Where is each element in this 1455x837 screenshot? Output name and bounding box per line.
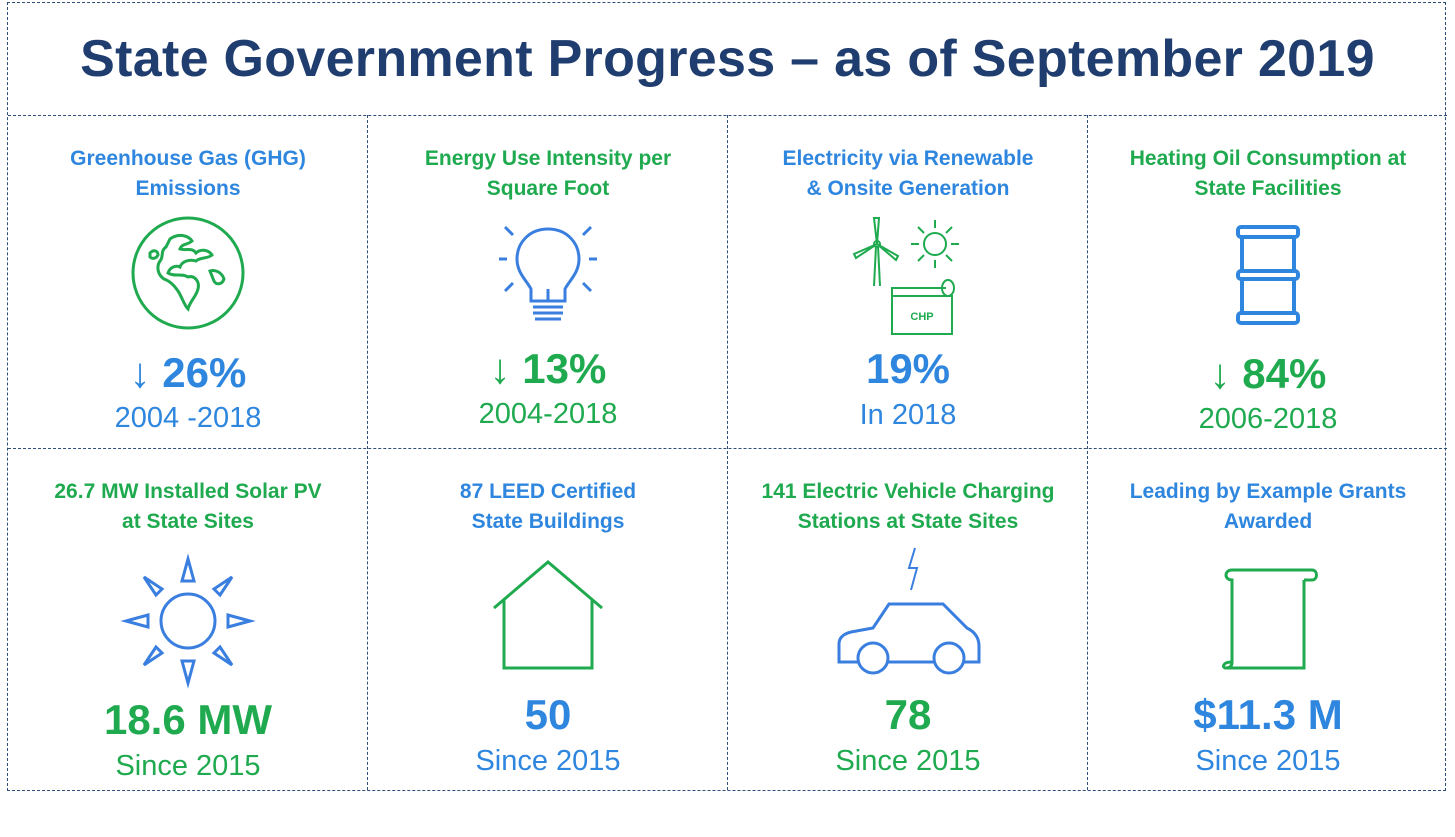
metric-heading: Leading by Example Grants Awarded — [1129, 480, 1407, 533]
metric-value: 19% — [865, 345, 951, 392]
metric-value: 18.6 MW — [103, 696, 273, 743]
metric-value: ↓ 84% — [1209, 350, 1327, 397]
divider-vertical — [727, 115, 728, 790]
metric-card-leed: 87 LEED Certified State Buildings 50 Sin… — [368, 450, 728, 790]
renewable-generation-icon: CHP — [728, 214, 1088, 336]
metric-heading: Heating Oil Consumption at State Facilit… — [1129, 147, 1407, 200]
metric-heading: 87 LEED Certified State Buildings — [459, 480, 637, 533]
metric-value: $11.3 M — [1193, 691, 1343, 738]
house-icon — [368, 558, 728, 672]
metric-card-energy-use: Energy Use Intensity per Square Foot ↓ 1… — [368, 117, 728, 448]
metric-card-grants: Leading by Example Grants Awarded $11.3 … — [1088, 450, 1448, 790]
divider-vertical — [367, 115, 368, 790]
globe-icon — [8, 215, 368, 331]
metric-period: In 2018 — [859, 399, 957, 431]
metric-heading: 26.7 MW Installed Solar PV at State Site… — [54, 480, 322, 533]
metric-heading: 141 Electric Vehicle Charging Stations a… — [761, 480, 1055, 533]
chp-label: CHP — [910, 311, 933, 323]
metric-period: 2006-2018 — [1198, 403, 1338, 435]
scroll-icon — [1088, 566, 1448, 672]
metric-heading: Electricity via Renewable & Onsite Gener… — [782, 147, 1034, 200]
metric-period: 2004 -2018 — [114, 402, 262, 434]
metric-period: Since 2015 — [1195, 745, 1341, 777]
metric-card-ghg: Greenhouse Gas (GHG) Emissions ↓ 26% 200… — [8, 117, 368, 448]
metric-card-solar: 26.7 MW Installed Solar PV at State Site… — [8, 450, 368, 790]
metric-value: ↓ 26% — [129, 349, 247, 396]
oil-barrel-icon — [1088, 223, 1448, 327]
divider-vertical — [1087, 115, 1088, 790]
metric-heading: Energy Use Intensity per Square Foot — [424, 147, 672, 200]
metric-period: Since 2015 — [835, 745, 981, 777]
electric-car-icon — [728, 546, 1088, 678]
sun-icon — [8, 553, 368, 689]
metric-value: 50 — [524, 691, 572, 738]
page-title: State Government Progress – as of Septem… — [80, 30, 1375, 88]
metric-value: 78 — [884, 691, 932, 738]
metric-period: Since 2015 — [115, 750, 261, 782]
metric-period: Since 2015 — [475, 745, 621, 777]
metric-card-renewable: Electricity via Renewable & Onsite Gener… — [728, 117, 1088, 448]
lightbulb-icon — [368, 217, 728, 329]
metric-heading: Greenhouse Gas (GHG) Emissions — [70, 147, 306, 200]
metric-card-heating-oil: Heating Oil Consumption at State Facilit… — [1088, 117, 1448, 448]
metric-value: ↓ 13% — [489, 345, 607, 392]
metric-card-ev-charging: 141 Electric Vehicle Charging Stations a… — [728, 450, 1088, 790]
infographic-frame: State Government Progress – as of Septem… — [7, 2, 1448, 791]
metric-period: 2004-2018 — [478, 398, 618, 430]
